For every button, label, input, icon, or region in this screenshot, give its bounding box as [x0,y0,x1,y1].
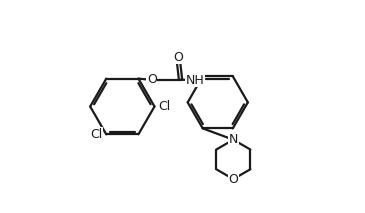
Text: Cl: Cl [90,128,103,141]
Text: NH: NH [186,74,204,87]
Text: Cl: Cl [158,100,170,113]
Text: O: O [147,73,157,86]
Text: N: N [228,133,238,146]
Text: O: O [228,173,238,186]
Text: O: O [173,51,183,64]
